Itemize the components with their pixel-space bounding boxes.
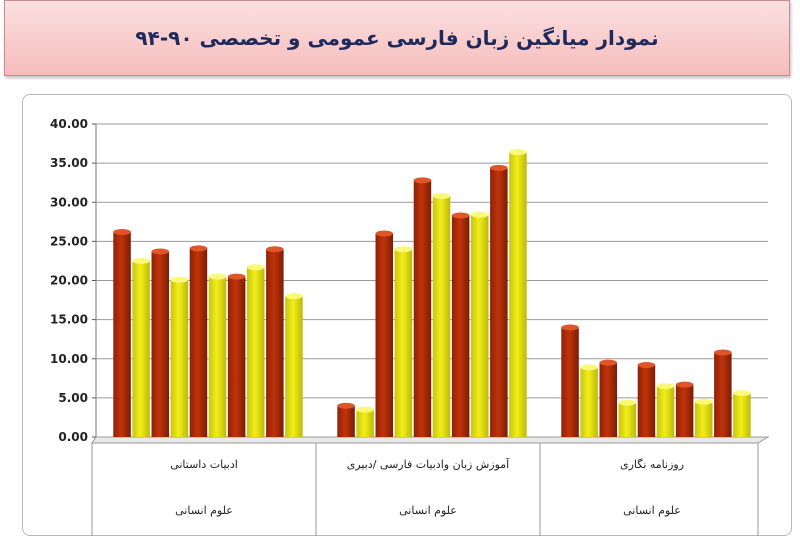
bar-light: [509, 152, 527, 438]
y-tick-label: 10.00: [50, 352, 88, 366]
chart-floor: [91, 436, 770, 444]
bar-dark: [675, 384, 694, 437]
chart-title: نمودار میانگین زبان فارسی عمومی و تخصصی …: [135, 26, 659, 50]
category-axis: ادبیات داستانی علوم انسانی آموزش زبان وادب…: [91, 443, 759, 536]
bar-dark: [714, 352, 732, 437]
bar-dark-cap: [561, 324, 579, 331]
bar-dark: [561, 327, 579, 437]
bar-dark-cap: [675, 381, 694, 388]
bar-light-cap: [509, 149, 527, 156]
bar-light: [471, 214, 489, 437]
bar-light-cap: [695, 398, 713, 405]
bar-dark-cap: [113, 228, 131, 235]
bar-light-cap: [471, 211, 489, 218]
y-tick-label: 5.00: [58, 391, 88, 405]
bar-dark-cap: [337, 402, 355, 409]
y-tick-labels: 0.00 5.00 10.00 15.00 20.00 25.00 30.00 35.00 40…: [50, 117, 88, 444]
bar-light-cap: [170, 276, 189, 283]
bar-light: [656, 386, 675, 437]
bar-dark-cap: [714, 349, 732, 356]
bar-light: [432, 195, 451, 437]
y-tick-label: 20.00: [50, 274, 88, 288]
bar-light: [285, 296, 303, 437]
bar-light-cap: [733, 390, 751, 397]
bar-dark: [151, 251, 169, 437]
bar-dark: [266, 249, 284, 437]
y-tick-label: 30.00: [50, 195, 88, 209]
bar-dark-cap: [637, 362, 656, 369]
bar-light-cap: [394, 246, 413, 253]
bar-light: [356, 409, 374, 437]
bar-light-cap: [356, 406, 374, 413]
bar-light: [208, 276, 227, 437]
category-label: روزنامه نگاری: [620, 458, 684, 471]
bar-dark: [451, 215, 470, 437]
bar-dark: [113, 231, 131, 437]
bar-light-cap: [132, 257, 150, 264]
bar-dark: [337, 405, 355, 437]
bar-light: [580, 367, 598, 437]
bar-light-cap: [247, 264, 265, 271]
bar-dark: [413, 180, 432, 437]
y-tick-label: 25.00: [50, 234, 88, 248]
bar-light: [618, 402, 637, 437]
bar-light-cap: [656, 383, 675, 390]
bar-dark-cap: [266, 246, 284, 253]
group-label: علوم انسانی: [175, 504, 233, 517]
y-tick-label: 40.00: [50, 117, 88, 131]
category-label: ادبیات داستانی: [170, 458, 238, 471]
bar-dark: [637, 365, 656, 437]
bars: [113, 149, 751, 438]
bar-light: [247, 267, 265, 437]
category-label: آموزش زبان وادبیات فارسی /دبیری: [347, 457, 510, 471]
bar-dark-cap: [451, 212, 470, 219]
bar-dark-cap: [599, 359, 617, 366]
bar-dark-cap: [413, 177, 432, 184]
bar-dark: [490, 167, 508, 437]
bar-light: [170, 279, 189, 437]
y-tick-label: 0.00: [58, 430, 88, 444]
bar-light-cap: [208, 273, 227, 280]
bar-light: [695, 401, 713, 437]
bar-light-cap: [285, 293, 303, 300]
bar-dark: [189, 248, 208, 437]
bar-dark-cap: [189, 245, 208, 252]
bar-light-cap: [580, 364, 598, 371]
bar-dark-cap: [227, 273, 246, 280]
y-tick-label: 35.00: [50, 156, 88, 170]
bar-dark: [599, 362, 617, 437]
bar-light: [733, 393, 751, 437]
bar-dark: [227, 276, 246, 437]
y-tick-label: 15.00: [50, 313, 88, 327]
bar-light: [132, 260, 150, 437]
chart-title-banner: نمودار میانگین زبان فارسی عمومی و تخصصی …: [4, 0, 790, 76]
bar-light: [394, 249, 413, 437]
bar-light-cap: [618, 399, 637, 406]
bar-light-cap: [432, 192, 451, 199]
bar-dark: [375, 233, 393, 437]
bar-dark-cap: [375, 230, 393, 237]
bar-dark-cap: [490, 164, 508, 171]
bar-dark-cap: [151, 248, 169, 255]
group-label: علوم انسانی: [623, 504, 681, 517]
group-label: علوم انسانی: [399, 504, 457, 517]
